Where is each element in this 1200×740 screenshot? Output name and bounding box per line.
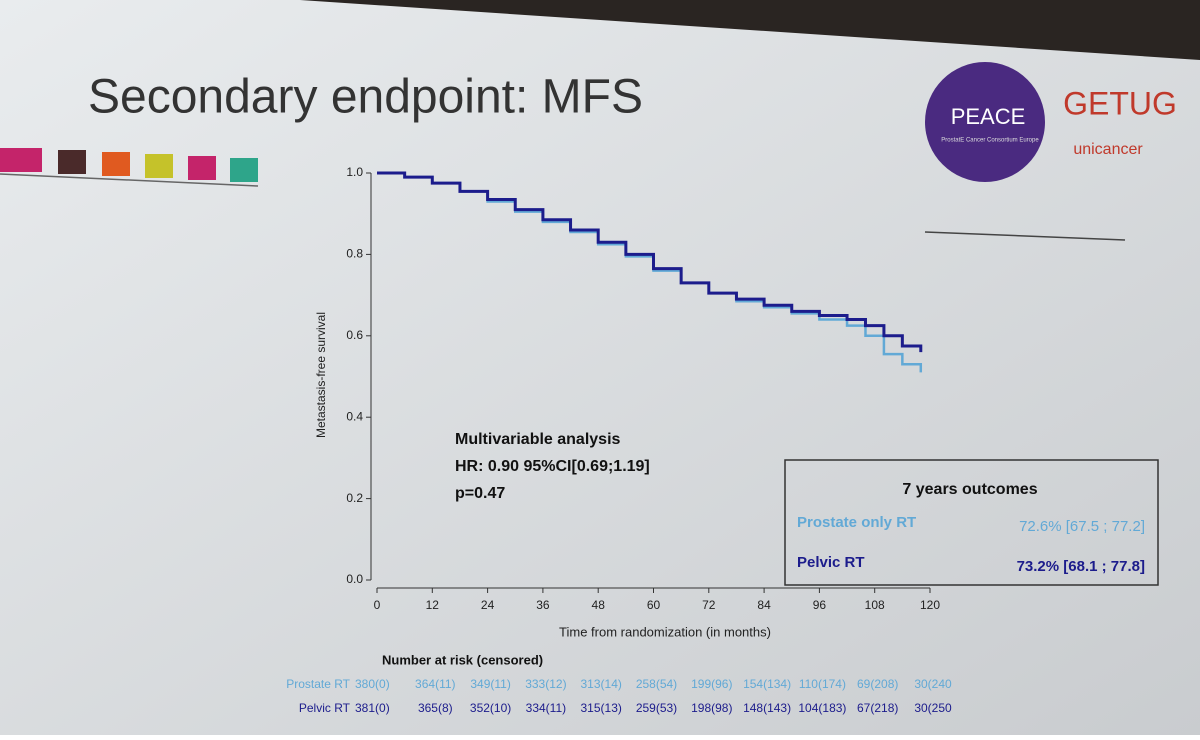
x-tick-label: 108: [865, 598, 885, 612]
x-tick-label: 120: [920, 598, 940, 612]
risk-value: 380(0): [355, 677, 390, 691]
risk-value: 198(98): [691, 701, 732, 715]
survival-curve: [377, 171, 923, 353]
risk-value: 148(143): [743, 701, 791, 715]
risk-value: 30(250: [914, 701, 952, 715]
annotation: p=0.47: [455, 485, 505, 502]
y-tick-label: 0.8: [346, 247, 363, 261]
y-tick-label: 0.4: [346, 409, 363, 423]
risk-title: Number at risk (censored): [382, 652, 543, 667]
x-tick-label: 60: [647, 598, 661, 612]
slide-title: Secondary endpoint: MFS: [88, 71, 643, 124]
legend-label: Pelvic RT: [797, 554, 865, 571]
annotation: Multivariable analysis: [455, 431, 621, 448]
risk-value: 30(240: [914, 677, 952, 691]
divider: [924, 231, 1126, 241]
x-tick-label: 48: [592, 598, 606, 612]
y-tick-label: 0.6: [346, 328, 363, 342]
risk-value: 69(208): [857, 677, 898, 691]
legend-label: Prostate only RT: [797, 514, 916, 531]
risk-value: 349(11): [470, 677, 510, 691]
color-strip: [0, 148, 259, 187]
unicancer-logo: unicancer: [1073, 141, 1143, 158]
annotation: HR: 0.90 95%CI[0.69;1.19]: [455, 458, 650, 475]
risk-row-label: Prostate RT: [286, 677, 350, 691]
risk-value: 365(8): [418, 701, 453, 715]
y-tick-label: 1.0: [346, 165, 363, 179]
outcome-title: 7 years outcomes: [902, 481, 1037, 498]
risk-value: 381(0): [355, 701, 390, 715]
risk-value: 333(12): [525, 677, 566, 691]
x-tick-label: 36: [536, 598, 550, 612]
outcome-value: 73.2% [68.1 ; 77.8]: [1017, 558, 1145, 575]
risk-value: 259(53): [636, 701, 677, 715]
outcome-value: 72.6% [67.5 ; 77.2]: [1019, 518, 1145, 535]
room-edge: [300, 0, 1200, 60]
risk-value: 313(14): [581, 677, 622, 691]
strip-square: [58, 150, 86, 174]
strip-square: [145, 154, 173, 178]
strip-square: [102, 152, 130, 176]
peace-logo: [925, 62, 1045, 182]
getug-logo: GETUG: [1063, 85, 1177, 121]
x-tick-label: 72: [702, 598, 716, 612]
y-axis-label: Metastasis-free survival: [314, 312, 328, 438]
risk-value: 104(183): [798, 701, 846, 715]
risk-value: 110(174): [799, 677, 846, 691]
strip-square: [230, 158, 258, 182]
x-tick-label: 96: [813, 598, 827, 612]
x-tick-label: 84: [757, 598, 771, 612]
risk-value: 199(96): [691, 677, 732, 691]
x-tick-label: 24: [481, 598, 495, 612]
risk-value: 67(218): [857, 701, 898, 715]
x-tick-label: 12: [426, 598, 440, 612]
risk-value: 258(54): [636, 677, 677, 691]
peace-logo-sub: ProstatE Cancer Consortium Europe: [941, 138, 1039, 144]
risk-value: 315(13): [581, 701, 622, 715]
x-tick-label: 0: [374, 598, 381, 612]
risk-value: 154(134): [743, 677, 791, 691]
risk-row-label: Pelvic RT: [299, 701, 351, 715]
risk-value: 364(11): [415, 677, 455, 691]
y-tick-label: 0.0: [346, 572, 363, 586]
strip-square: [0, 148, 42, 172]
risk-value: 334(11): [526, 701, 566, 715]
peace-logo-text: PEACE: [951, 104, 1026, 129]
risk-value: 352(10): [470, 701, 511, 715]
strip-square: [188, 156, 216, 180]
outcome-box: [784, 459, 1159, 586]
y-tick-label: 0.2: [346, 491, 363, 505]
x-axis-label: Time from randomization (in months): [559, 624, 771, 639]
strip-line: [0, 173, 259, 187]
